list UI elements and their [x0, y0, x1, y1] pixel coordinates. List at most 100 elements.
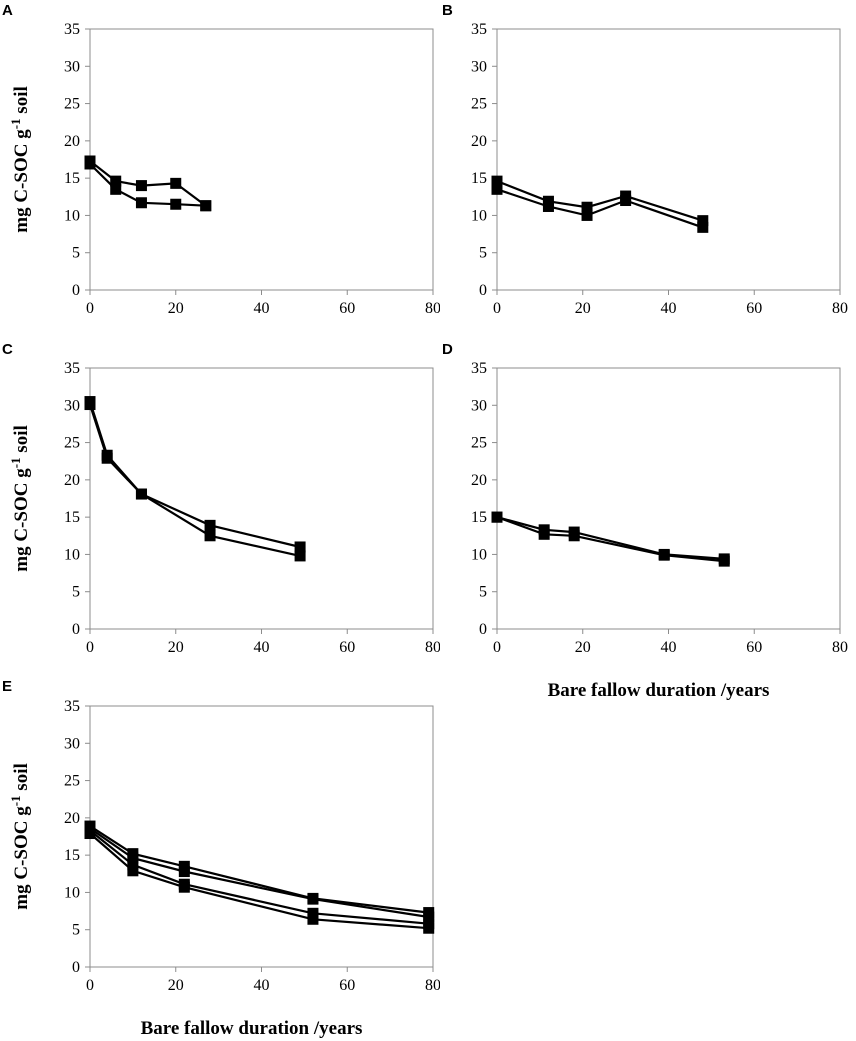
y-tick-label: 35 — [471, 21, 487, 38]
data-point — [178, 881, 190, 893]
chart-panel-b: 0 5 10 15 20 25 30 35 0 20 40 60 80 — [471, 21, 848, 317]
data-point — [135, 488, 147, 500]
data-point — [110, 175, 122, 187]
x-tick-label: 60 — [339, 639, 355, 656]
y-tick-label: 25 — [64, 96, 80, 113]
series-line — [496, 180, 704, 222]
y-tick-label: 5 — [72, 584, 80, 601]
data-point — [307, 913, 319, 925]
x-tick-label: 20 — [168, 977, 184, 994]
series-line — [496, 516, 725, 560]
data-point — [294, 550, 306, 562]
panel-label: A — [2, 2, 13, 19]
y-tick-label: 35 — [64, 21, 80, 38]
y-tick-label: 5 — [72, 922, 80, 939]
chart-panel-d: 0 5 10 15 20 25 30 35 0 20 40 60 80 Bare fallow durat… — [471, 360, 848, 701]
x-tick-label: 40 — [254, 977, 270, 994]
y-tick-label: 5 — [479, 584, 487, 601]
x-tick-label: 0 — [493, 639, 501, 656]
data-point — [84, 158, 96, 170]
panel-label: D — [442, 341, 453, 358]
data-point — [568, 530, 580, 542]
x-axis-label: Bare fallow duration /years — [548, 680, 770, 701]
series-line — [89, 832, 429, 930]
y-tick-label: 25 — [471, 435, 487, 452]
data-point — [542, 200, 554, 212]
y-tick-label: 15 — [471, 509, 487, 526]
data-point — [84, 399, 96, 411]
plot-frame — [89, 705, 434, 968]
x-tick-label: 60 — [339, 300, 355, 317]
y-tick-label: 35 — [64, 360, 80, 377]
y-tick-label: 20 — [64, 810, 80, 827]
y-tick-label: 30 — [64, 397, 80, 414]
data-point — [538, 528, 550, 540]
series-line — [88, 404, 301, 557]
y-tick-label: 0 — [479, 282, 487, 299]
data-point — [135, 180, 147, 192]
data-point — [620, 195, 632, 207]
y-tick-label: 10 — [64, 207, 80, 224]
data-point — [101, 452, 113, 464]
plot-frame — [496, 367, 841, 630]
y-tick-label: 20 — [64, 133, 80, 150]
data-point — [204, 530, 216, 542]
x-tick-label: 80 — [425, 639, 440, 656]
data-point — [581, 209, 593, 221]
data-point — [200, 200, 212, 212]
series-line — [89, 825, 429, 914]
y-tick-label: 5 — [479, 245, 487, 262]
data-point — [423, 922, 435, 934]
panel-b: B 0 5 10 15 20 25 30 35 0 20 40 60 80 — [420, 0, 856, 330]
x-tick-label: 20 — [168, 300, 184, 317]
data-point — [127, 859, 139, 871]
panel-label: C — [2, 341, 13, 358]
data-point — [127, 852, 139, 864]
data-point — [307, 893, 319, 905]
y-tick-label: 30 — [471, 58, 487, 75]
x-tick-label: 40 — [254, 300, 270, 317]
series-line — [89, 160, 207, 207]
x-tick-label: 60 — [746, 639, 762, 656]
panel-c: C 0 5 10 15 20 25 30 35 0 20 40 60 80 mg C-SOC g-1 so… — [0, 338, 440, 668]
y-tick-label: 0 — [479, 621, 487, 638]
x-tick-label: 80 — [832, 639, 848, 656]
plot-frame — [496, 28, 841, 291]
y-tick-label: 20 — [471, 472, 487, 489]
data-point — [491, 183, 503, 195]
y-tick-label: 15 — [64, 170, 80, 187]
data-point — [84, 828, 96, 840]
y-tick-label: 35 — [471, 360, 487, 377]
y-tick-label: 25 — [64, 435, 80, 452]
x-tick-label: 40 — [661, 639, 677, 656]
x-tick-label: 80 — [425, 300, 440, 317]
panel-d: D 0 5 10 15 20 25 30 35 0 20 40 60 80 Bare fallow dur… — [420, 338, 856, 718]
panel-e: E 0 5 10 15 20 25 30 35 0 20 40 60 80 mg C-SOC g-1 so… — [0, 676, 440, 1041]
x-tick-label: 0 — [86, 300, 94, 317]
data-point — [170, 177, 182, 189]
x-tick-label: 80 — [832, 300, 848, 317]
y-tick-label: 30 — [64, 58, 80, 75]
y-tick-label: 10 — [64, 884, 80, 901]
y-tick-label: 15 — [64, 509, 80, 526]
data-point — [204, 519, 216, 531]
x-tick-label: 40 — [661, 300, 677, 317]
x-tick-label: 0 — [493, 300, 501, 317]
x-tick-label: 60 — [339, 977, 355, 994]
x-tick-label: 20 — [168, 639, 184, 656]
y-tick-label: 0 — [72, 959, 80, 976]
y-tick-label: 10 — [64, 546, 80, 563]
y-tick-label: 0 — [72, 282, 80, 299]
data-point — [178, 866, 190, 878]
y-tick-label: 25 — [64, 773, 80, 790]
x-tick-label: 80 — [425, 977, 440, 994]
y-tick-label: 10 — [471, 546, 487, 563]
series-line — [496, 188, 704, 229]
y-tick-label: 20 — [64, 472, 80, 489]
x-tick-label: 0 — [86, 977, 94, 994]
data-point — [423, 911, 435, 923]
x-tick-label: 0 — [86, 639, 94, 656]
x-tick-label: 60 — [746, 300, 762, 317]
panel-label: B — [442, 2, 453, 19]
y-tick-label: 25 — [471, 96, 487, 113]
